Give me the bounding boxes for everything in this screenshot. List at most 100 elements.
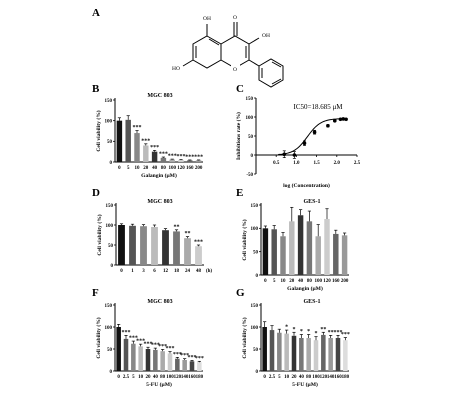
bar <box>197 362 202 371</box>
phenyl-double-bond <box>271 61 282 68</box>
bar <box>328 338 333 371</box>
x-tick-label: 18 <box>174 269 180 274</box>
x-tick-label: 1 <box>131 269 134 274</box>
x-axis-label: 5-FU (μM) <box>292 381 318 388</box>
panel-c-inhibition-curve-chart: -50 0 50 100 150 0.5 1.0 1.5 2.0 2.5 IC50=18.685 μ… <box>235 97 361 189</box>
y-tick-label: 100 <box>251 326 259 331</box>
significance-label: *** <box>151 343 160 349</box>
significance-label: *** <box>334 330 343 336</box>
x-tick-label: 160 <box>332 279 340 284</box>
bar <box>134 133 140 162</box>
phenyl-double-bond <box>271 78 282 85</box>
bar <box>151 227 158 265</box>
x-tick-label: 0 <box>120 269 123 274</box>
x-tick-label: 1.5 <box>313 161 320 166</box>
data-point <box>282 152 287 157</box>
x-tick-label: 40 <box>299 375 305 380</box>
fitted-curve <box>278 118 347 156</box>
x-tick-label: 2.0 <box>334 161 341 166</box>
bar <box>289 221 295 275</box>
x-tick-label: 5 <box>273 279 276 284</box>
bar <box>173 231 180 265</box>
x-tick-label: 120 <box>177 166 185 171</box>
bar <box>297 215 304 275</box>
atom-label-ring-o: O <box>233 67 237 73</box>
bar <box>335 338 341 371</box>
x-tick-label: 20 <box>143 166 149 171</box>
ring-a-double-bond <box>208 38 220 46</box>
y-tick-label: 50 <box>253 348 259 353</box>
chart-title: MGC 803 <box>147 299 172 305</box>
phenyl-ring <box>258 58 284 88</box>
significance-label: *** <box>185 154 194 160</box>
bar <box>291 335 297 371</box>
y-tick-label: 0 <box>256 274 259 279</box>
bar <box>145 349 151 371</box>
significance-label: *** <box>195 356 204 362</box>
x-tick-label: 140 <box>181 375 189 380</box>
x-tick-label: 120 <box>323 279 331 284</box>
bar <box>262 327 267 371</box>
bar <box>143 145 149 162</box>
x-tick-label: 100 <box>314 279 322 284</box>
chart-title: MGC 803 <box>147 199 172 205</box>
bar <box>341 235 348 275</box>
chart-title: GES-1 <box>303 299 320 305</box>
chemical-structure <box>182 22 284 88</box>
x-tick-label: 2.5 <box>123 375 130 380</box>
x-axis-label: Galangin (μM) <box>287 285 323 292</box>
x-tick-label: 0 <box>118 166 121 171</box>
bar <box>131 343 136 371</box>
x-tick-label: 5 <box>278 375 281 380</box>
y-axis-label: Cell viability (%) <box>95 110 102 151</box>
y-axis-label: Cell viability (%) <box>241 219 248 260</box>
bar <box>315 236 321 275</box>
bar <box>162 230 169 265</box>
bar <box>333 233 339 275</box>
x-tick-label: 180 <box>342 375 350 380</box>
x-tick-label: 2.5 <box>269 375 276 380</box>
bar <box>306 338 311 371</box>
x-tick-label: 6 <box>153 269 156 274</box>
y-tick-label: 100 <box>105 326 113 331</box>
significance-label: *** <box>180 353 189 359</box>
x-tick-label: 0 <box>263 375 266 380</box>
significance-label: *** <box>194 154 203 160</box>
bar <box>153 349 158 371</box>
x-tick-label: 20 <box>146 375 152 380</box>
bar <box>116 327 121 371</box>
y-tick-label: 0 <box>111 264 114 269</box>
bar <box>299 338 304 371</box>
panel-f-5fu-mgc803-chart: 0 50 100 150 0 *** 2.5 *** 5 *** 10 *** 20 *** 40 *** 80… <box>95 299 204 388</box>
bar <box>195 246 202 265</box>
ring-c <box>220 35 250 69</box>
y-tick-label: 100 <box>246 116 254 121</box>
bar <box>269 330 275 371</box>
atom-label-oh-right: OH <box>262 33 270 39</box>
x-tick-label: 100 <box>312 375 320 380</box>
bar <box>343 340 348 371</box>
x-tick-label: 100 <box>168 166 176 171</box>
y-tick-label: 50 <box>108 244 114 249</box>
significance-label: *** <box>133 125 142 131</box>
x-tick-label: 160 <box>334 375 342 380</box>
x-tick-label: 20 <box>289 279 295 284</box>
x-tick-label: 40 <box>153 375 159 380</box>
chart-title: GES-1 <box>303 199 320 205</box>
significance-label: *** <box>159 152 168 158</box>
atom-label-oh-top: OH <box>203 16 211 22</box>
data-point <box>312 130 317 134</box>
phenyl-link-bond <box>248 59 260 67</box>
x-tick-label: 0.5 <box>273 161 280 166</box>
x-tick-label: 5 <box>132 375 135 380</box>
x-tick-label: 200 <box>195 166 203 171</box>
data-point <box>302 141 307 146</box>
panel-label-e: E <box>236 187 243 199</box>
significance-label: *** <box>194 240 203 246</box>
bar <box>123 338 129 371</box>
x-tick-label: 120 <box>174 375 182 380</box>
bar <box>324 219 330 275</box>
y-axis-label: Cell viability (%) <box>96 214 103 255</box>
y-tick-label: 150 <box>105 99 113 104</box>
